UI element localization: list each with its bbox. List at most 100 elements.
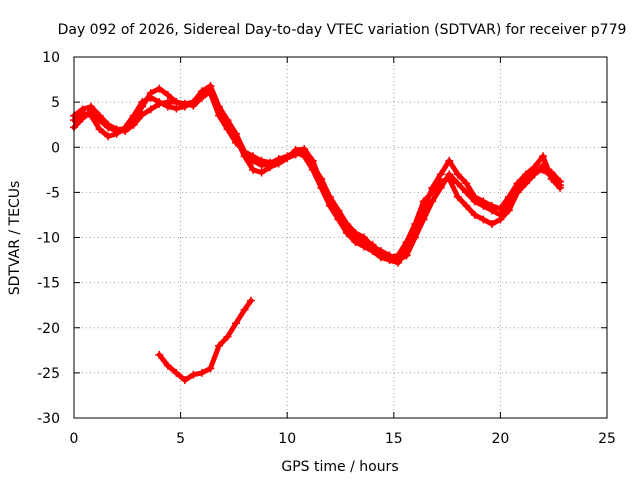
data-point-marker (504, 206, 513, 215)
y-axis-label: SDTVAR / TECUs (7, 181, 23, 296)
data-point-marker (539, 161, 548, 170)
data-point-marker (556, 177, 565, 186)
axis-ticks: 0 5 10 15 20 25 -30 -25 -20 -15 -10 -5 0 5 10 (37, 50, 616, 447)
y-tick-label: -25 (37, 366, 60, 382)
data-point-marker (197, 93, 206, 102)
data-point-marker (232, 319, 241, 328)
data-point-marker (453, 179, 462, 188)
data-point-marker (95, 111, 104, 120)
data-point-marker (513, 179, 522, 188)
data-point-marker (189, 101, 198, 110)
data-point-marker (112, 125, 121, 134)
data-point-marker (436, 177, 445, 186)
data-point-marker (78, 114, 87, 123)
data-point-marker (223, 120, 232, 129)
data-point-marker (445, 156, 454, 165)
data-point-marker (163, 90, 172, 99)
x-tick-label: 15 (385, 431, 403, 447)
data-point-marker (521, 170, 530, 179)
data-point-marker (496, 204, 505, 213)
data-point-marker (172, 368, 181, 377)
x-tick-label: 0 (70, 431, 79, 447)
y-tick-label: -30 (37, 411, 60, 427)
data-point-marker (394, 258, 403, 267)
data-point-marker (155, 84, 164, 93)
data-point-marker (325, 195, 334, 204)
data-point-marker (266, 163, 275, 172)
data-point-marker (104, 120, 113, 129)
data-point-marker (129, 116, 138, 125)
data-point-marker (487, 201, 496, 210)
data-point-marker (240, 152, 249, 161)
data-series-group (70, 81, 565, 385)
y-tick-label: 10 (42, 50, 60, 66)
data-point-marker (453, 192, 462, 201)
data-point-marker (214, 107, 223, 116)
data-point-marker (385, 253, 394, 262)
data-point-marker (87, 102, 96, 111)
data-point-marker (223, 332, 232, 341)
data-point-marker (487, 219, 496, 228)
data-point-marker (246, 296, 255, 305)
data-point-marker (496, 215, 505, 224)
data-series-track-4 (155, 296, 255, 385)
y-tick-label: -5 (46, 185, 60, 201)
data-point-marker (411, 219, 420, 228)
plot-frame (73, 56, 608, 419)
data-point-marker (479, 197, 488, 206)
data-point-marker (419, 197, 428, 206)
data-point-marker (197, 368, 206, 377)
series-trace (156, 298, 254, 383)
data-point-marker (359, 238, 368, 247)
data-point-marker (206, 87, 215, 96)
x-axis-label: GPS time / hours (281, 459, 398, 475)
series-trace (71, 86, 563, 260)
data-point-marker (402, 238, 411, 247)
y-tick-label: 0 (51, 140, 60, 156)
chart-title: Day 092 of 2026, Sidereal Day-to-day VTE… (58, 22, 627, 38)
data-point-marker (283, 154, 292, 163)
grid-lines (74, 57, 607, 418)
data-point-marker (214, 341, 223, 350)
data-point-marker (104, 132, 113, 141)
data-point-marker (547, 168, 556, 177)
data-point-marker (146, 89, 155, 98)
data-point-marker (180, 376, 189, 385)
data-point-marker (539, 152, 548, 161)
y-tick-label: -20 (37, 321, 60, 337)
data-point-marker (317, 179, 326, 188)
y-tick-label: 5 (51, 95, 60, 111)
data-point-marker (368, 240, 377, 249)
data-point-marker (436, 170, 445, 179)
data-point-marker (530, 163, 539, 172)
data-point-marker (470, 192, 479, 201)
data-point-marker (155, 350, 164, 359)
data-point-marker (249, 156, 258, 165)
data-point-marker (513, 188, 522, 197)
x-tick-label: 10 (278, 431, 296, 447)
x-tick-label: 20 (491, 431, 509, 447)
x-tick-label: 25 (598, 431, 616, 447)
data-point-marker (342, 224, 351, 233)
data-point-marker (300, 145, 309, 154)
data-point-marker (521, 179, 530, 188)
data-point-marker (163, 361, 172, 370)
data-point-marker (394, 251, 403, 260)
data-series-track-3 (70, 84, 565, 262)
data-point-marker (445, 174, 454, 183)
data-point-marker (95, 125, 104, 134)
data-point-marker (462, 179, 471, 188)
data-point-marker (479, 215, 488, 224)
data-point-marker (206, 364, 215, 373)
data-point-marker (138, 102, 147, 111)
y-tick-label: -10 (37, 231, 60, 247)
data-point-marker (308, 156, 317, 165)
data-point-marker (189, 370, 198, 379)
data-point-marker (232, 134, 241, 143)
data-point-marker (377, 249, 386, 258)
data-point-marker (462, 188, 471, 197)
data-point-marker (462, 201, 471, 210)
data-point-marker (155, 99, 164, 108)
data-point-marker (78, 105, 87, 114)
